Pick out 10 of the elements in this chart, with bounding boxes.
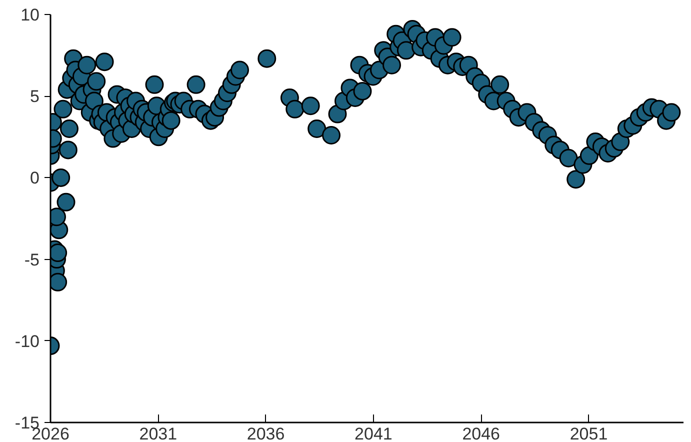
x-tick-label: 2036: [246, 424, 285, 442]
x-tick-label: 2031: [139, 424, 178, 442]
x-tick-label: 2051: [570, 424, 608, 442]
y-tick-label: -10: [14, 332, 40, 351]
y-tick-label: 10: [20, 6, 40, 24]
y-tick-label: 0: [30, 168, 40, 188]
y-tick-label: -5: [24, 250, 40, 270]
y-tick-label: 5: [30, 87, 40, 106]
x-tick-label: 2041: [354, 424, 392, 442]
x-tick-label: 2046: [462, 424, 500, 442]
